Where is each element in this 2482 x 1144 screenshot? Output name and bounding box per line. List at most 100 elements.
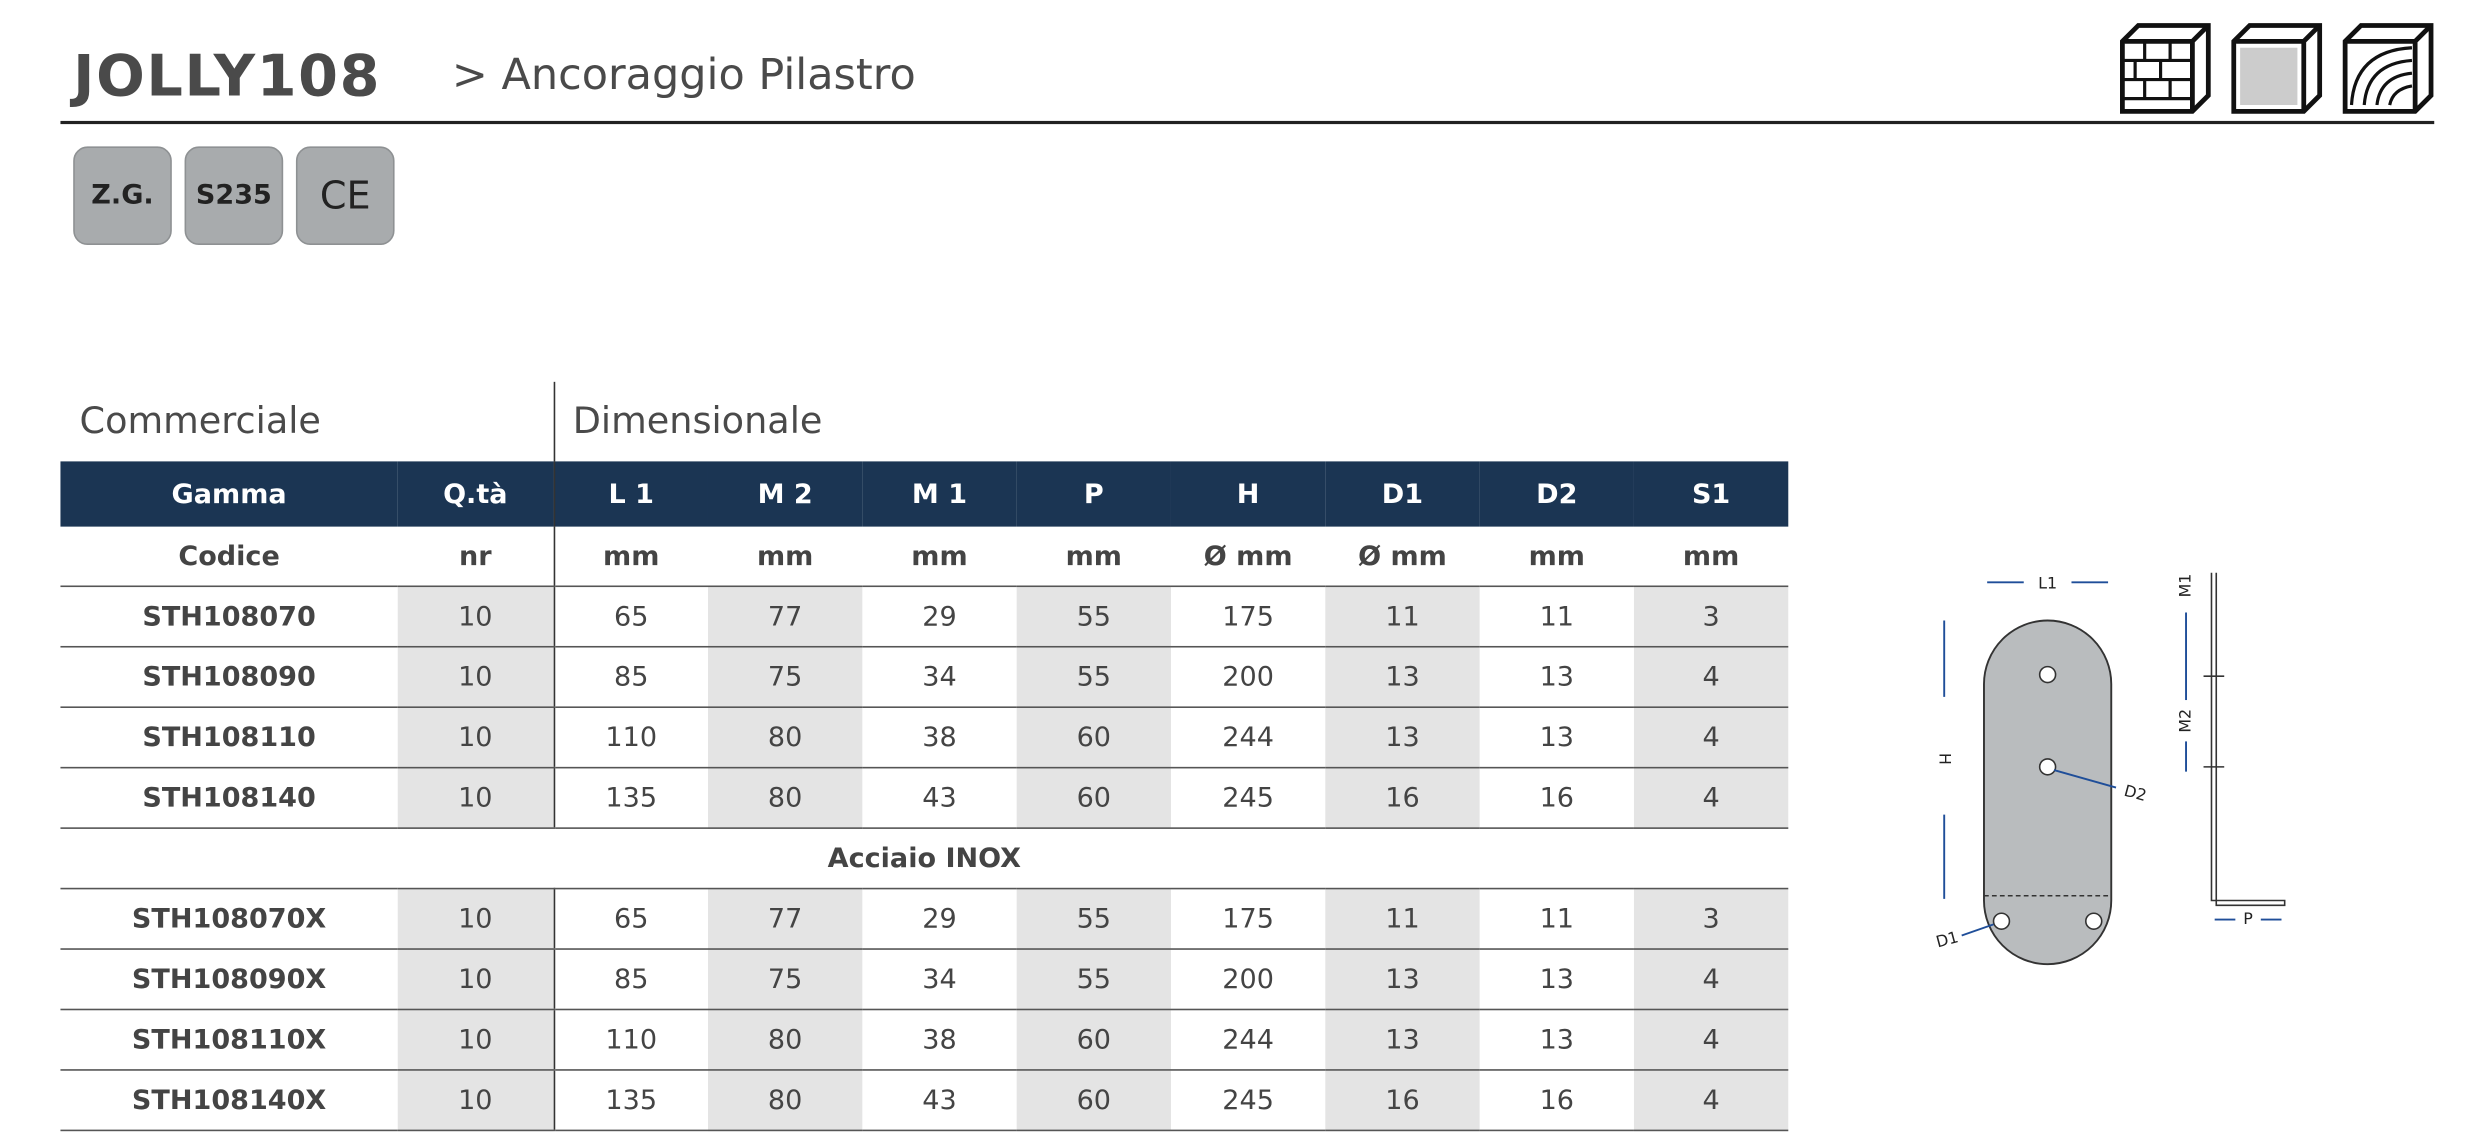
table-cell: mm <box>862 526 1017 588</box>
table-cell: 43 <box>862 767 1017 829</box>
table-cell: 60 <box>1016 1069 1171 1132</box>
table-cell: H <box>1170 461 1326 527</box>
data-row: STH108140X 10 135 80 43 60 245 16 16 4 <box>60 1069 1789 1132</box>
diagram-label: D2 <box>2122 781 2149 805</box>
table-cell: 4 <box>1633 949 1789 1011</box>
table-cell: 80 <box>707 1009 863 1071</box>
table-cell: 13 <box>1325 1009 1480 1071</box>
table-cell: mm <box>1016 526 1171 588</box>
table-cell: STH108070 <box>60 586 398 648</box>
table-cell: 75 <box>707 949 863 1011</box>
group-header: Dimensionale <box>572 400 823 443</box>
table-cell: 16 <box>1325 767 1480 829</box>
table-cell: 4 <box>1633 646 1789 708</box>
table-cell: STH108070X <box>60 888 398 950</box>
table-cell: M 2 <box>707 461 863 527</box>
table-cell: 13 <box>1479 1009 1634 1071</box>
table-cell: 175 <box>1170 888 1326 950</box>
table-cell: D2 <box>1479 461 1634 527</box>
table-cell: 29 <box>862 586 1017 648</box>
table-cell: 77 <box>707 888 863 950</box>
table-cell: L 1 <box>552 461 708 527</box>
table-cell: 55 <box>1016 949 1171 1011</box>
title: JOLLY108 <box>73 44 382 110</box>
table-cell: 135 <box>552 767 708 829</box>
subtitle: > Ancoraggio Pilastro <box>451 50 916 101</box>
table-cell: 80 <box>707 707 863 769</box>
table-cell: Gamma <box>60 461 398 527</box>
table-cell: 4 <box>1633 707 1789 769</box>
table-cell: 10 <box>397 949 554 1011</box>
table-cell: 38 <box>862 707 1017 769</box>
table-cell: M 1 <box>862 461 1017 527</box>
table-cell: STH108110X <box>60 1009 398 1071</box>
header-rule <box>60 120 2435 125</box>
table-cell: 38 <box>862 1009 1017 1071</box>
table-cell: 10 <box>397 1009 554 1071</box>
table-cell: 4 <box>1633 1009 1789 1071</box>
data-row: STH108070X 10 65 77 29 55 175 11 11 3 <box>60 888 1789 950</box>
table-cell: 11 <box>1325 586 1480 648</box>
table-cell: 80 <box>707 767 863 829</box>
table-cell: 10 <box>397 888 554 950</box>
badge: S235 <box>184 146 284 246</box>
table-cell: 244 <box>1170 707 1326 769</box>
table-cell: 55 <box>1016 888 1171 950</box>
table-cell: 10 <box>397 646 554 708</box>
table-cell: 13 <box>1325 707 1480 769</box>
data-row: STH108090 10 85 75 34 55 200 13 13 4 <box>60 646 1789 708</box>
table-cell: 65 <box>552 586 708 648</box>
badge: CE <box>295 146 395 246</box>
table-cell: 4 <box>1633 767 1789 829</box>
diagram-label: M2 <box>2176 709 2195 733</box>
table-cell: Codice <box>60 526 398 588</box>
table-cell: 11 <box>1325 888 1480 950</box>
table-cell: STH108140 <box>60 767 398 829</box>
table-cell: 10 <box>397 1069 554 1132</box>
section-row: Acciaio INOX <box>60 828 1789 890</box>
table-cell: D1 <box>1325 461 1480 527</box>
table-cell: 11 <box>1479 586 1634 648</box>
table-cell: 43 <box>862 1069 1017 1132</box>
diagram-label: H <box>1936 753 1955 765</box>
data-row: STH108110 10 110 80 38 60 244 13 13 4 <box>60 707 1789 769</box>
table-cell: 85 <box>552 949 708 1011</box>
table-cell: 75 <box>707 646 863 708</box>
data-row: STH108090X 10 85 75 34 55 200 13 13 4 <box>60 949 1789 1011</box>
table-cell: 11 <box>1479 888 1634 950</box>
table-cell: 55 <box>1016 586 1171 648</box>
table-cell: 80 <box>707 1069 863 1132</box>
data-row: STH108110X 10 110 80 38 60 244 13 13 4 <box>60 1009 1789 1071</box>
table-cell: Q.tà <box>397 461 554 527</box>
group-separator <box>553 381 556 462</box>
table-cell: 16 <box>1325 1069 1480 1132</box>
table-cell: STH108140X <box>60 1069 398 1132</box>
table-cell: nr <box>397 526 554 588</box>
table-cell: 34 <box>862 949 1017 1011</box>
group-header: Commerciale <box>79 400 321 443</box>
table-cell: 85 <box>552 646 708 708</box>
table-cell: 13 <box>1479 646 1634 708</box>
diagram: L1 H D2 D1 M1 M2 P <box>1934 572 2286 966</box>
table-cell: 10 <box>397 586 554 648</box>
table-cell: 3 <box>1633 888 1789 950</box>
table-cell: 4 <box>1633 1069 1789 1132</box>
table-cell: 29 <box>862 888 1017 950</box>
table-cell: Ø mm <box>1170 526 1326 588</box>
table-cell: STH108090X <box>60 949 398 1011</box>
table-cell: Ø mm <box>1325 526 1480 588</box>
diagram-label: D1 <box>1934 927 1961 951</box>
table-cell: 55 <box>1016 646 1171 708</box>
table-cell: 245 <box>1170 767 1326 829</box>
table-cell: 16 <box>1479 767 1634 829</box>
table-cell: 77 <box>707 586 863 648</box>
data-row: STH108140 10 135 80 43 60 245 16 16 4 <box>60 767 1789 829</box>
table-cell: P <box>1016 461 1171 527</box>
table-cell: 13 <box>1325 949 1480 1011</box>
diagram-label: P <box>2243 909 2253 928</box>
table-cell: mm <box>707 526 863 588</box>
table-cell: S1 <box>1633 461 1789 527</box>
table-cell: 244 <box>1170 1009 1326 1071</box>
